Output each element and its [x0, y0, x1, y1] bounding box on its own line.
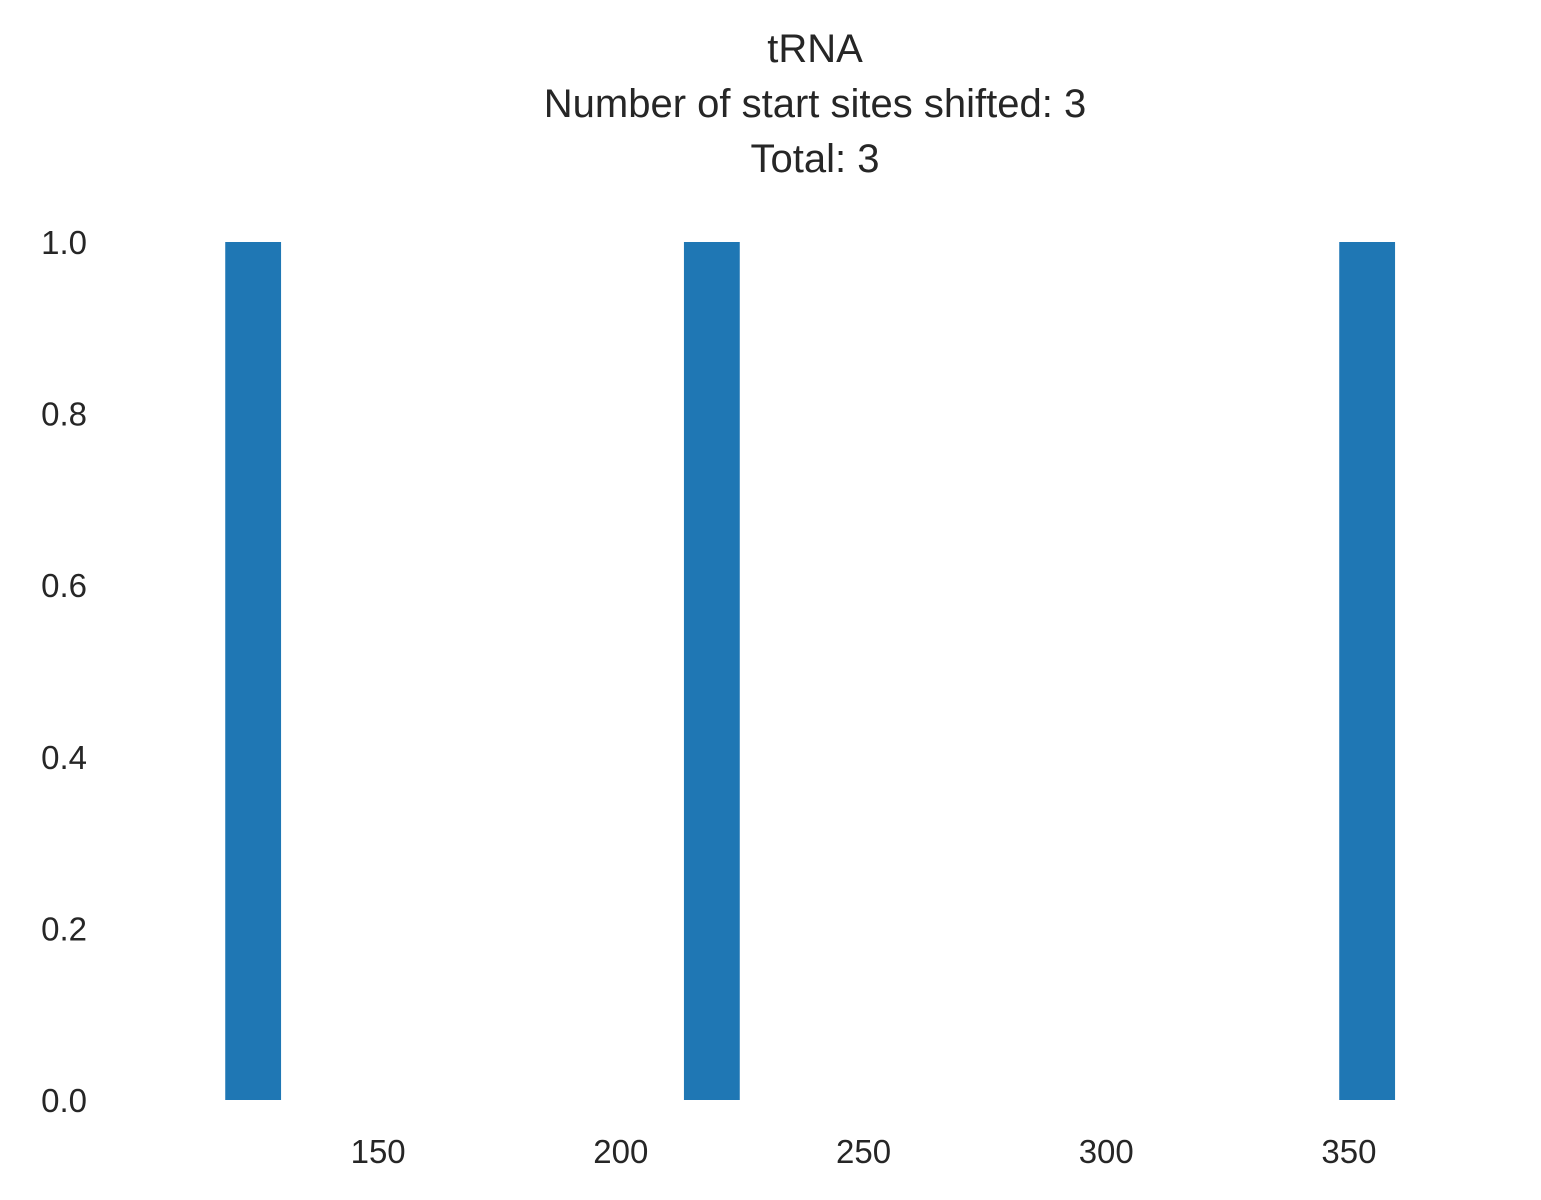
x-tick-label: 350 [1321, 1133, 1376, 1170]
histogram-bar-2 [1339, 242, 1396, 1100]
histogram-bar-1 [683, 242, 740, 1100]
y-tick-label: 0.0 [41, 1082, 87, 1119]
x-tick-label: 150 [351, 1133, 406, 1170]
bars-group [225, 242, 1396, 1100]
chart-title-line-2: Number of start sites shifted: 3 [544, 82, 1086, 126]
chart-title-line-3: Total: 3 [751, 137, 880, 181]
x-tick-label: 250 [836, 1133, 891, 1170]
x-axis-ticks: 150 200 250 300 350 [351, 1133, 1377, 1170]
x-tick-label: 300 [1079, 1133, 1134, 1170]
y-tick-label: 0.8 [41, 396, 87, 433]
y-axis-ticks: 0.0 0.2 0.4 0.6 0.8 1.0 [41, 224, 87, 1119]
y-tick-label: 0.2 [41, 910, 87, 947]
y-tick-label: 0.6 [41, 567, 87, 604]
y-tick-label: 0.4 [41, 739, 87, 776]
x-tick-label: 200 [593, 1133, 648, 1170]
chart-title-line-1: tRNA [767, 27, 863, 71]
histogram-bar-0 [225, 242, 282, 1100]
y-tick-label: 1.0 [41, 224, 87, 261]
